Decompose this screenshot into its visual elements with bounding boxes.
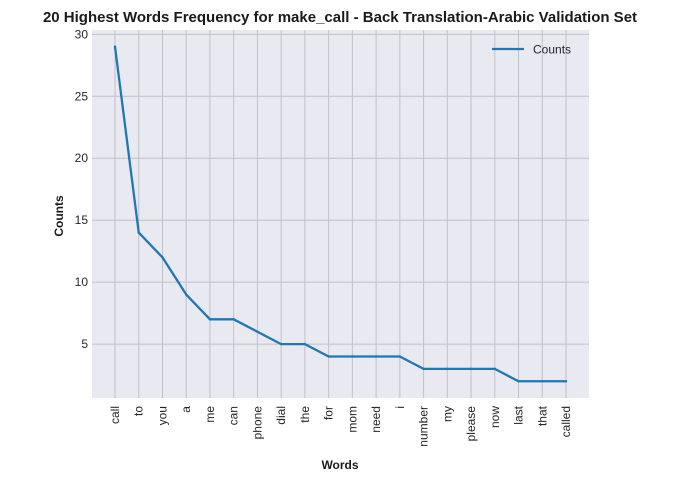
data-point [493,367,496,371]
x-tick-label: for [322,406,336,420]
data-point [517,380,520,383]
x-tick-label: phone [250,406,264,440]
x-tick-label: a [179,406,193,413]
x-tick-label: mom [345,406,359,433]
y-tick-label: 10 [75,275,89,289]
data-point [137,231,140,234]
data-point [279,342,283,346]
x-tick-label: call [108,406,122,424]
x-tick-label: called [559,406,573,437]
data-point [113,45,117,48]
x-tick-label: that [535,405,549,426]
x-tick-label: i [393,406,407,409]
grid [92,30,589,398]
chart-title: 20 Highest Words Frequency for make_call… [43,9,637,26]
x-tick-label: please [464,406,478,442]
x-tick-label: last [512,405,526,424]
x-tick-label: to [132,406,146,416]
data-point [161,256,164,259]
legend-label-counts: Counts [533,43,571,57]
data-point [541,380,544,383]
data-point [564,380,568,383]
data-point [256,330,259,333]
data-points [113,45,568,383]
data-point [208,318,212,321]
data-point [303,342,307,346]
data-point [422,367,425,371]
data-point [185,293,188,296]
x-tick-label: me [203,406,217,423]
y-tick-label: 15 [75,213,89,227]
x-axis-ticks: call to you a me can phone dial the for mom need i nu… [108,405,573,446]
x-axis-label: Words [321,458,358,472]
data-point [351,355,354,358]
y-axis-label: Counts [52,195,66,237]
x-tick-label: my [440,406,454,422]
data-point [232,318,235,321]
y-tick-label: 25 [75,89,89,103]
y-tick-label: 5 [81,337,88,351]
x-tick-label: now [488,406,502,428]
legend: Counts [492,43,571,57]
y-axis-ticks: 5 10 15 20 25 30 [75,27,89,351]
data-point [469,367,473,371]
x-tick-label: you [155,406,169,425]
data-point [374,355,378,358]
series-line-counts [113,45,568,383]
data-point [446,367,449,371]
x-tick-label: can [227,406,241,425]
y-tick-label: 30 [75,27,89,41]
plot-area [92,30,589,398]
data-point [327,355,330,358]
x-tick-label: need [369,406,383,433]
x-tick-label: the [298,406,312,423]
data-point [398,355,402,358]
y-tick-label: 20 [75,151,89,165]
x-tick-label: number [417,406,431,447]
x-tick-label: dial [274,406,288,425]
